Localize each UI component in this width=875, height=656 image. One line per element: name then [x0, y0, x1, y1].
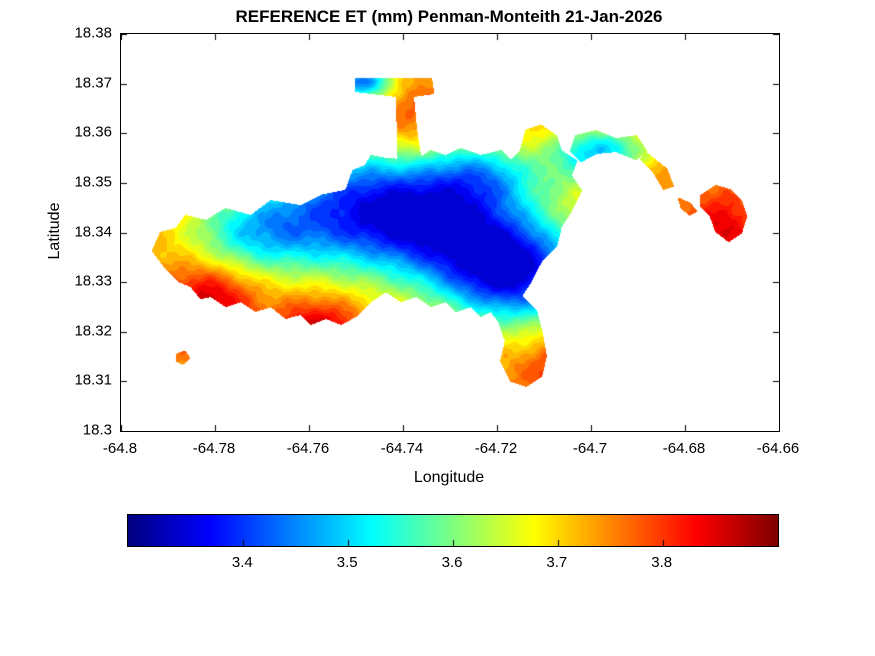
x-tick-label: -64.7: [572, 440, 608, 457]
x-tick-label: -64.76: [286, 440, 330, 457]
heatmap-canvas: [121, 34, 779, 431]
x-axis-label: Longitude: [413, 469, 485, 486]
colorbar-canvas: [128, 515, 778, 546]
y-tick-label: 18.3: [82, 421, 112, 439]
x-tick-label: -64.8: [102, 440, 138, 457]
colorbar-tick-label: 3.5: [336, 554, 358, 571]
colorbar-tick-label: 3.4: [231, 554, 253, 571]
plot-area: [120, 33, 780, 432]
chart-title: REFERENCE ET (mm) Penman-Monteith 21-Jan…: [235, 7, 663, 26]
x-tick-label: -64.66: [756, 440, 800, 457]
x-tick-label: -64.72: [474, 440, 518, 457]
y-tick-label: 18.33: [74, 272, 112, 290]
colorbar-tick-label: 3.6: [441, 554, 463, 571]
y-tick-label: 18.32: [74, 322, 112, 340]
y-tick-label: 18.31: [74, 371, 112, 389]
colorbar-tick-label: 3.7: [546, 554, 568, 571]
x-tick-label: -64.78: [192, 440, 236, 457]
y-tick-label: 18.37: [74, 74, 112, 92]
y-tick-label: 18.34: [74, 223, 112, 240]
x-tick-label: -64.74: [380, 440, 424, 457]
y-tick-label: 18.38: [74, 24, 112, 42]
colorbar: [127, 514, 779, 547]
x-tick-label: -64.68: [662, 440, 706, 457]
y-tick-label: 18.36: [74, 123, 112, 141]
y-tick-label: 18.35: [74, 173, 112, 191]
colorbar-tick-label: 3.8: [651, 554, 673, 571]
y-axis-label: Latitude: [46, 202, 63, 260]
